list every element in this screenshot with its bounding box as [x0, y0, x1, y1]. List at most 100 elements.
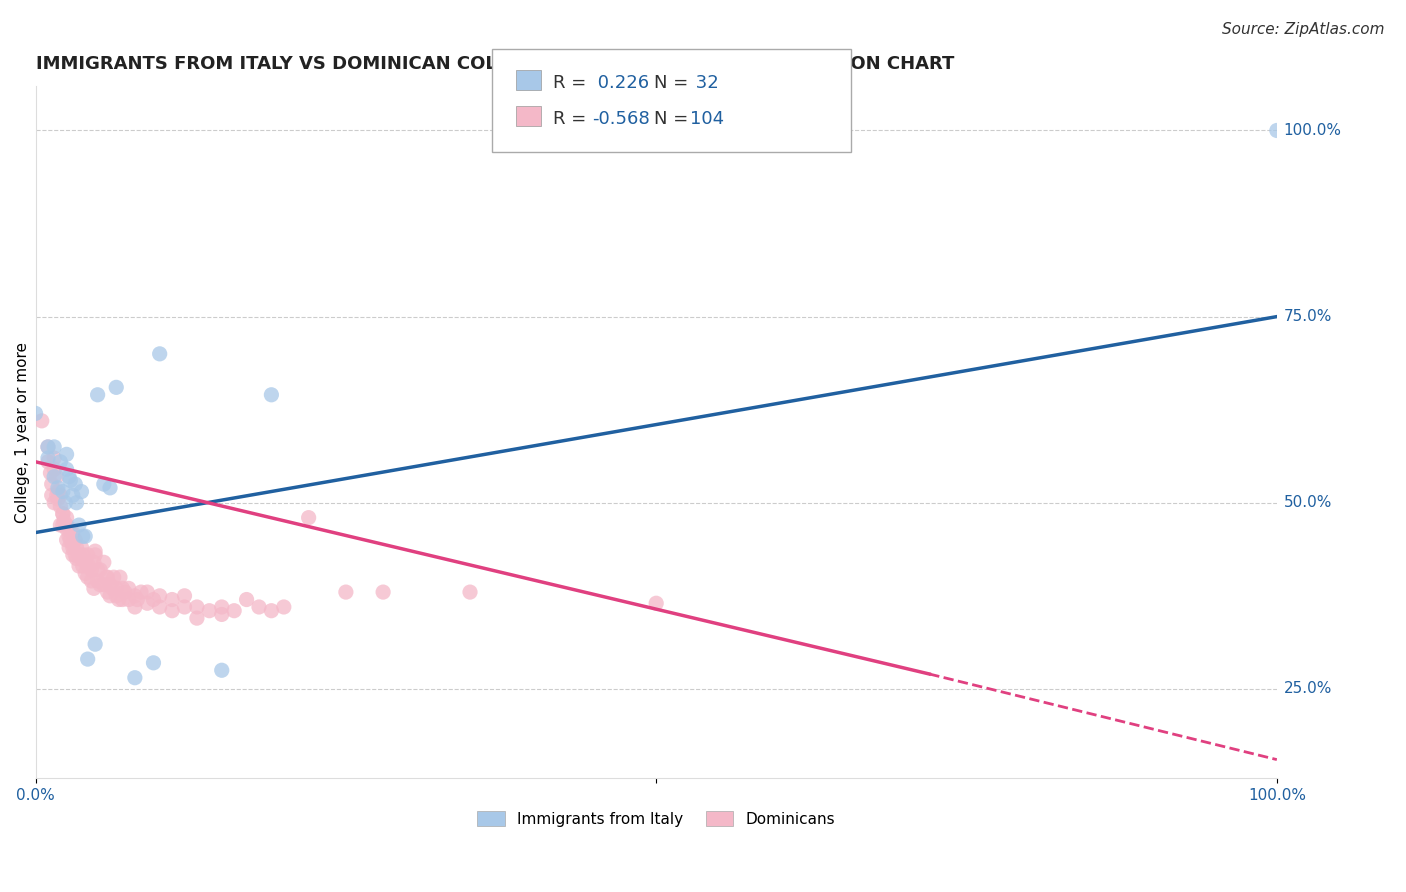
Point	[76, 570, 98, 584]
Point	[44, 440, 66, 454]
Text: N =: N =	[654, 74, 693, 92]
Point	[98, 577, 121, 591]
Point	[160, 604, 183, 618]
Point	[107, 592, 129, 607]
Point	[67, 559, 90, 574]
Point	[44, 469, 66, 483]
Point	[142, 656, 165, 670]
Point	[101, 582, 124, 596]
Point	[127, 592, 149, 607]
Point	[173, 589, 195, 603]
Point	[86, 574, 108, 588]
Point	[46, 484, 69, 499]
Point	[149, 589, 172, 603]
Legend: Immigrants from Italy, Dominicans: Immigrants from Italy, Dominicans	[471, 805, 841, 833]
Text: 75.0%: 75.0%	[1284, 310, 1331, 324]
Point	[58, 469, 80, 483]
Point	[70, 541, 93, 555]
Point	[111, 582, 134, 596]
Point	[84, 637, 107, 651]
Point	[65, 477, 87, 491]
Point	[45, 469, 67, 483]
Point	[260, 604, 283, 618]
Point	[84, 548, 107, 562]
Point	[103, 570, 125, 584]
Point	[58, 529, 80, 543]
Point	[186, 599, 208, 614]
Point	[46, 481, 69, 495]
Point	[124, 589, 146, 603]
Point	[76, 652, 98, 666]
Point	[76, 548, 98, 562]
Point	[67, 548, 90, 562]
Text: IMMIGRANTS FROM ITALY VS DOMINICAN COLLEGE, 1 YEAR OR MORE CORRELATION CHART: IMMIGRANTS FROM ITALY VS DOMINICAN COLLE…	[35, 55, 953, 73]
Point	[59, 533, 82, 547]
Point	[44, 496, 66, 510]
Point	[371, 585, 394, 599]
Point	[41, 488, 63, 502]
Point	[24, 406, 46, 420]
Point	[62, 541, 84, 555]
Point	[77, 559, 100, 574]
Point	[86, 563, 108, 577]
Point	[37, 455, 59, 469]
Point	[65, 548, 87, 562]
Point	[273, 599, 295, 614]
Y-axis label: College, 1 year or more: College, 1 year or more	[15, 342, 30, 523]
Point	[37, 451, 59, 466]
Point	[70, 484, 93, 499]
Point	[96, 585, 118, 599]
Text: 32: 32	[690, 74, 718, 92]
Point	[53, 496, 76, 510]
Point	[111, 592, 134, 607]
Point	[37, 440, 59, 454]
Point	[186, 611, 208, 625]
Point	[55, 518, 77, 533]
Point	[75, 566, 97, 581]
Point	[52, 484, 75, 499]
Point	[84, 544, 107, 558]
Point	[65, 533, 87, 547]
Point	[46, 491, 69, 506]
Point	[142, 592, 165, 607]
Point	[96, 570, 118, 584]
Point	[124, 599, 146, 614]
Point	[83, 582, 105, 596]
Point	[105, 380, 128, 394]
Point	[49, 500, 72, 514]
Point	[335, 585, 357, 599]
Point	[49, 488, 72, 502]
Point	[298, 510, 321, 524]
Point	[45, 488, 67, 502]
Point	[149, 347, 172, 361]
Point	[98, 589, 121, 603]
Text: R =: R =	[553, 110, 592, 128]
Point	[93, 577, 115, 591]
Point	[173, 599, 195, 614]
Point	[98, 481, 121, 495]
Point	[211, 599, 233, 614]
Point	[211, 663, 233, 677]
Point	[118, 592, 141, 607]
Point	[83, 555, 105, 569]
Point	[260, 388, 283, 402]
Point	[55, 510, 77, 524]
Point	[89, 577, 111, 591]
Point	[89, 563, 111, 577]
Point	[93, 477, 115, 491]
Point	[65, 541, 87, 555]
Point	[37, 440, 59, 454]
Point	[149, 599, 172, 614]
Text: 25.0%: 25.0%	[1284, 681, 1331, 697]
Point	[105, 589, 128, 603]
Point	[41, 477, 63, 491]
Text: 50.0%: 50.0%	[1284, 495, 1331, 510]
Point	[62, 525, 84, 540]
Point	[93, 555, 115, 569]
Point	[160, 592, 183, 607]
Point	[70, 551, 93, 566]
Point	[118, 582, 141, 596]
Point	[65, 496, 87, 510]
Text: Source: ZipAtlas.com: Source: ZipAtlas.com	[1222, 22, 1385, 37]
Point	[124, 671, 146, 685]
